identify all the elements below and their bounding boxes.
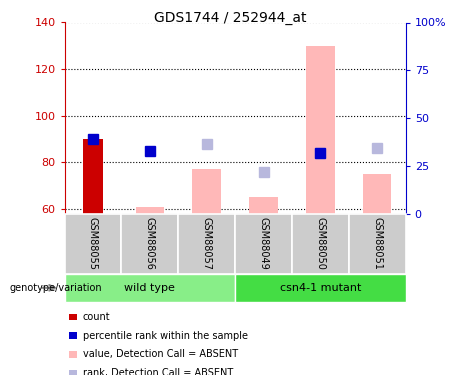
- Text: count: count: [83, 312, 111, 322]
- Bar: [235, 214, 292, 274]
- Text: GSM88049: GSM88049: [259, 217, 269, 270]
- Text: csn4-1 mutant: csn4-1 mutant: [280, 283, 361, 293]
- Bar: [363, 174, 391, 214]
- Bar: [136, 207, 164, 214]
- Text: percentile rank within the sample: percentile rank within the sample: [83, 331, 248, 340]
- Text: genotype/variation: genotype/variation: [9, 283, 102, 293]
- Bar: [65, 214, 121, 274]
- Text: GSM88051: GSM88051: [372, 217, 382, 270]
- Text: rank, Detection Call = ABSENT: rank, Detection Call = ABSENT: [83, 368, 233, 375]
- Text: GSM88056: GSM88056: [145, 217, 155, 270]
- Text: GSM88057: GSM88057: [201, 217, 212, 270]
- Bar: [178, 214, 235, 274]
- Text: GSM88050: GSM88050: [315, 217, 325, 270]
- Bar: [235, 274, 406, 302]
- Text: wild type: wild type: [124, 283, 175, 293]
- Bar: [65, 274, 235, 302]
- Bar: [83, 139, 103, 214]
- Text: GDS1744 / 252944_at: GDS1744 / 252944_at: [154, 11, 307, 25]
- Bar: [193, 170, 221, 214]
- Text: GSM88055: GSM88055: [88, 217, 98, 270]
- Bar: [306, 46, 335, 214]
- Bar: [249, 197, 278, 214]
- Bar: [292, 214, 349, 274]
- Text: value, Detection Call = ABSENT: value, Detection Call = ABSENT: [83, 350, 238, 359]
- Bar: [349, 214, 406, 274]
- Bar: [121, 214, 178, 274]
